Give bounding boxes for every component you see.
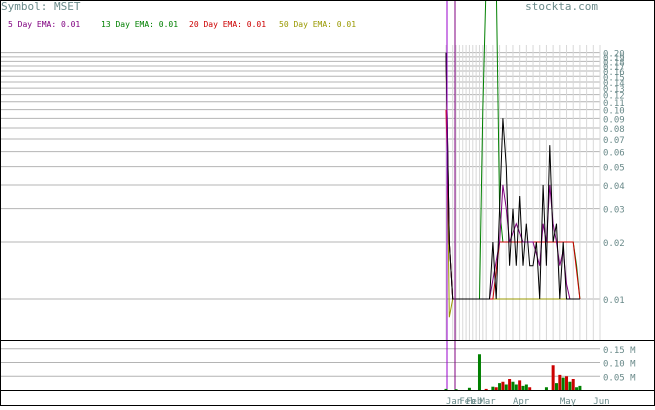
price-tick-label: 0.06 <box>603 149 625 159</box>
volume-bar <box>494 387 498 390</box>
price-tick-label: 0.14 <box>603 79 625 89</box>
price-tick-label: 0.12 <box>603 92 625 102</box>
symbol-label: Symbol: MSET <box>1 0 81 13</box>
volume-bar <box>578 385 582 390</box>
month-tick-label: Jun <box>593 397 609 406</box>
volume-bar <box>511 381 515 390</box>
volume-bar <box>554 383 558 390</box>
volume-bar <box>501 381 505 390</box>
volume-bar <box>521 385 525 390</box>
price-tick-label: 0.02 <box>603 239 625 249</box>
month-tick-label: Feb <box>466 397 482 406</box>
volume-bar <box>575 387 579 390</box>
price-tick-label: 0.18 <box>603 58 625 68</box>
ema50-legend: 50 Day EMA: 0.01 <box>279 20 356 29</box>
volume-layer <box>444 354 582 390</box>
ema20-legend: 20 Day EMA: 0.01 <box>189 20 266 29</box>
volume-tick-label: 0.05 M <box>603 373 636 383</box>
price-tick-label: 0.13 <box>603 85 625 95</box>
volume-bar <box>528 387 532 390</box>
price-tick-label: 0.03 <box>603 206 625 216</box>
price-tick-label: 0.15 <box>603 73 625 83</box>
volume-bar <box>467 387 471 390</box>
price-tick-label: 0.07 <box>603 136 625 146</box>
month-tick-label: Mar <box>479 397 496 406</box>
volume-bar <box>565 376 569 390</box>
month-tick-label: Feb <box>459 397 475 406</box>
price-tick-label: 0.19 <box>603 54 625 64</box>
volume-bar <box>454 389 458 390</box>
volume-bar <box>568 381 572 390</box>
month-tick-label: Jan <box>446 397 462 406</box>
ema13-legend: 13 Day EMA: 0.01 <box>101 20 178 29</box>
volume-bar <box>544 387 548 390</box>
price-tick-label: 0.16 <box>603 68 625 78</box>
price-tick-label: 0.11 <box>603 99 625 109</box>
price-tick-label: 0.01 <box>603 296 625 306</box>
ema5-legend: 5 Day EMA: 0.01 <box>8 20 80 29</box>
price-tick-label: 0.10 <box>603 107 625 117</box>
volume-bar <box>498 383 502 390</box>
price-tick-label: 0.04 <box>603 182 625 192</box>
volume-bar <box>484 388 488 390</box>
price-tick-label: 0.20 <box>603 50 625 60</box>
price-line <box>445 52 580 300</box>
month-tick-label: May <box>560 397 577 406</box>
price-tick-label: 0.05 <box>603 164 625 174</box>
price-tick-label: 0.08 <box>603 125 625 135</box>
volume-bar <box>558 374 562 390</box>
volume-bar <box>508 379 512 390</box>
series-layer <box>445 0 581 390</box>
volume-bar <box>551 365 555 390</box>
brand-watermark: stockta.com <box>525 0 598 13</box>
volume-tick-label: 0.10 M <box>603 360 636 370</box>
volume-bar <box>504 384 508 390</box>
volume-bar <box>571 379 575 390</box>
month-tick-label: Apr <box>513 397 530 406</box>
grid-layer <box>0 45 601 377</box>
price-tick-label: 0.09 <box>603 115 625 125</box>
volume-tick-label: 0.15 M <box>603 346 636 356</box>
price-tick-label: 0.17 <box>603 63 625 73</box>
text-layer: Symbol: MSET stockta.com 5 Day EMA: 0.01… <box>1 0 636 407</box>
volume-bar <box>514 384 518 390</box>
volume-bar <box>524 384 528 390</box>
volume-bar <box>518 380 522 390</box>
volume-bar <box>477 354 481 390</box>
volume-bar <box>444 388 448 390</box>
volume-bar <box>491 386 495 390</box>
volume-bar <box>561 377 565 390</box>
